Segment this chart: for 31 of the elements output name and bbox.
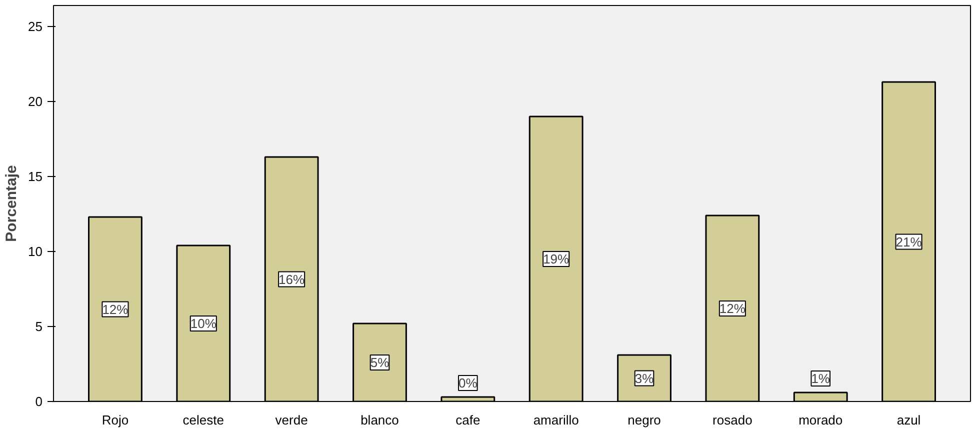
bar <box>705 214 760 402</box>
y-tick-label: 20 <box>28 94 43 109</box>
data-label: 1% <box>811 371 830 386</box>
bar <box>264 156 319 402</box>
bar <box>88 216 142 402</box>
data-label: 5% <box>370 355 390 370</box>
x-tick-label: morado <box>798 412 843 428</box>
bar <box>882 81 936 402</box>
y-tick-label: 10 <box>28 244 43 259</box>
x-tick-label: cafe <box>456 412 480 428</box>
bar <box>176 244 231 402</box>
x-tick-label: Rojo <box>102 412 129 428</box>
x-tick-label: amarillo <box>533 412 579 428</box>
y-tick-label: 15 <box>28 169 43 184</box>
data-label: 12% <box>719 301 746 316</box>
data-label: 10% <box>190 316 217 331</box>
x-tick-label: negro <box>628 412 661 428</box>
y-tick-label: 0 <box>35 394 43 409</box>
x-tick-label: celeste <box>182 412 224 428</box>
y-tick-label: 25 <box>28 19 43 34</box>
y-tick-label: 5 <box>35 319 43 334</box>
bar <box>617 354 672 402</box>
x-tick-label: rosado <box>712 412 752 428</box>
bar <box>793 392 848 402</box>
y-axis-title: Porcentaje <box>3 165 20 242</box>
x-tick-label: verde <box>275 412 308 428</box>
data-label: 0% <box>458 376 478 390</box>
bar <box>528 116 584 402</box>
bar <box>352 322 407 402</box>
x-tick-label: blanco <box>360 412 399 428</box>
x-tick-label: azul <box>896 412 921 428</box>
